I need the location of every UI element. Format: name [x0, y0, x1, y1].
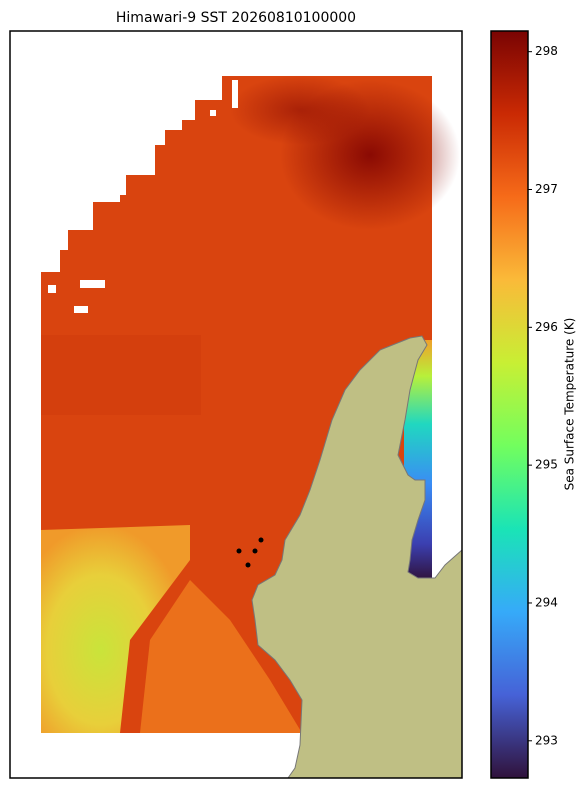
colorbar-tick-label: 297 [535, 182, 558, 196]
map-title: Himawari-9 SST 20260810100000 [116, 10, 356, 26]
land [251, 335, 463, 779]
colorbar-tick-label: 298 [535, 44, 558, 58]
map-frame [9, 30, 463, 779]
colorbar: 293 294 295 296 297 298 [490, 30, 558, 779]
stations [236, 537, 264, 568]
colorbar-tick-label: 294 [535, 595, 558, 609]
colorbar-tick-label: 296 [535, 320, 558, 334]
sst-field [41, 75, 460, 733]
colorbar-label: Sea Surface Temperature (K) [563, 318, 577, 491]
colorbar-tick-label: 293 [535, 733, 558, 747]
colorbar-tick-label: 295 [535, 458, 558, 472]
colorbar-fill [490, 30, 529, 779]
